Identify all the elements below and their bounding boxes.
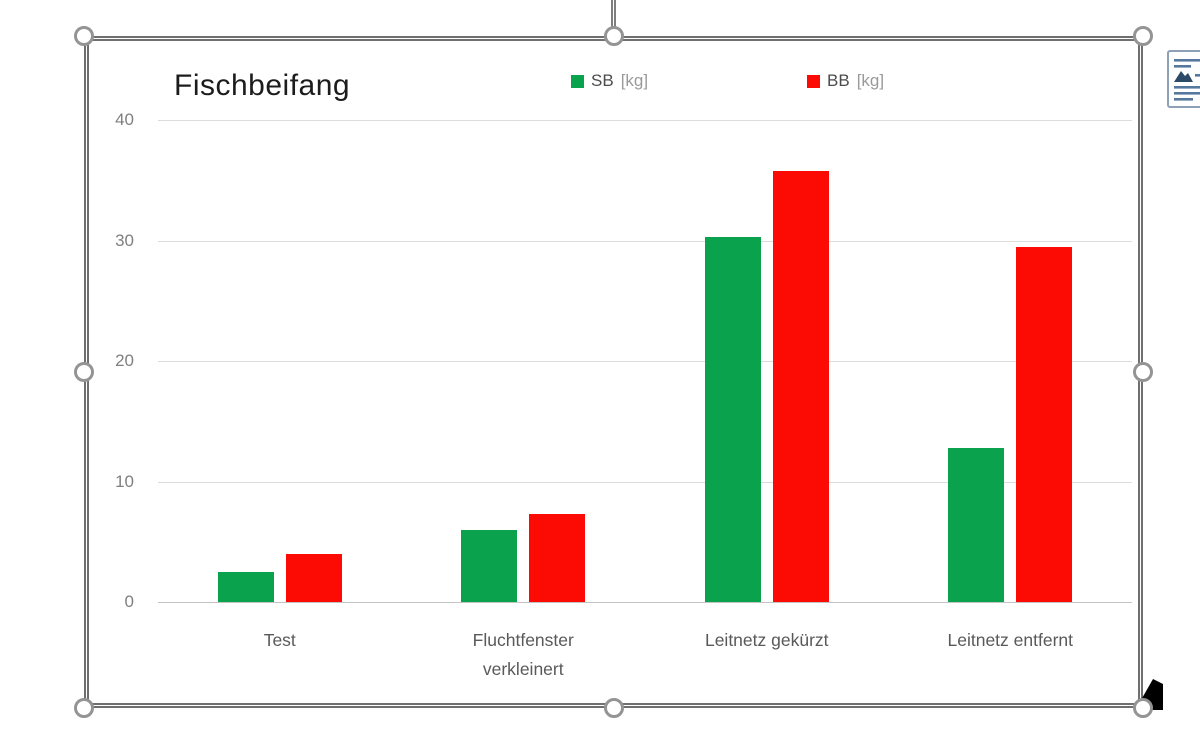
layout-options-button[interactable] [1167,50,1200,108]
bar-bb-1[interactable] [285,553,342,602]
legend-series-unit: [kg] [856,71,885,90]
legend-series-unit: [kg] [620,71,649,90]
gridline-20 [158,361,1132,362]
x-axis-label: Leitnetz gekürzt [704,630,829,650]
resize-handle-middle-left[interactable] [74,362,94,382]
y-axis-tick-label: 10 [115,471,134,491]
x-axis-label: Test [263,630,296,650]
resize-handle-top-center[interactable] [604,26,624,46]
y-axis-tick-label: 20 [115,351,134,370]
legend-item-bb[interactable]: BB [kg] [807,71,884,91]
y-axis-tick-label: 0 [124,592,134,611]
resize-handle-middle-right[interactable] [1133,362,1153,382]
resize-handle-top-left[interactable] [74,26,94,46]
bar-bb-2[interactable] [529,514,586,602]
legend-swatch-icon [571,74,584,88]
chart-title[interactable]: Fischbeifang [174,69,351,102]
legend-series-name: BB [827,71,850,90]
layout-options-icon [1174,59,1200,101]
gridline-10 [158,481,1132,483]
legend-series-name: SB [591,71,614,90]
plot-area: 40 30 20 10 0 Test Fluchtfenster verkleinert Le… [89,41,1138,703]
resize-handle-bottom-right[interactable] [1133,698,1153,718]
rotation-handle-stem[interactable] [611,0,616,38]
y-axis-tick-label: 30 [115,230,134,250]
gridline-30 [158,240,1132,242]
legend-swatch-icon [807,74,820,88]
gridline-40 [158,120,1132,121]
y-axis-tick-label: 40 [115,110,134,129]
resize-handle-bottom-center[interactable] [604,698,624,718]
resize-handle-bottom-left[interactable] [74,698,94,718]
bar-bb-4[interactable] [1016,246,1073,602]
bar-sb-2[interactable] [461,529,518,602]
bar-sb-4[interactable] [948,447,1005,602]
x-axis-label: Fluchtfenster verkleinert [472,630,574,679]
bar-sb-3[interactable] [704,236,761,602]
resize-handle-top-right[interactable] [1133,26,1153,46]
gridline-0 [158,602,1132,603]
chart-object[interactable]: Fischbeifang SB [kg] BB [kg] 40 30 20 10 0 Test F… [84,36,1143,708]
bar-bb-3[interactable] [772,170,829,602]
legend-item-sb[interactable]: SB [kg] [571,71,648,91]
x-axis-label: Leitnetz entfernt [947,630,1074,650]
bar-sb-1[interactable] [217,571,274,602]
